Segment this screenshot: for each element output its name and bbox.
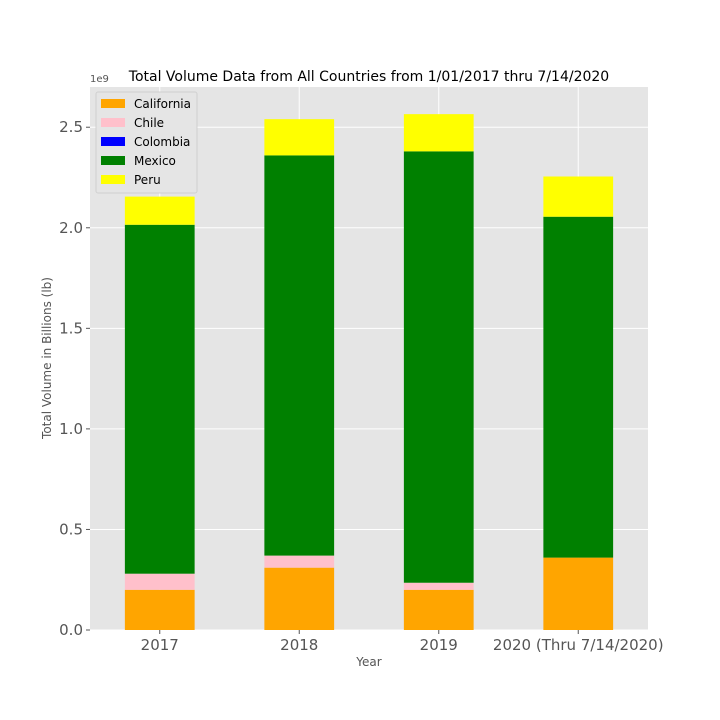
bar-peru-2 (403, 114, 474, 152)
y-tick-label: 0.5 (59, 520, 83, 538)
legend-label-mexico: Mexico (134, 154, 176, 168)
y-tick-label: 1.0 (59, 420, 83, 438)
bar-peru-3 (543, 176, 614, 217)
bar-chile-1 (264, 555, 335, 568)
bar-peru-0 (124, 196, 195, 225)
y-tick-label: 0.0 (59, 621, 83, 639)
bar-california-1 (264, 567, 335, 630)
legend: California Chile Colombia Mexico Peru (95, 91, 198, 194)
x-tick-label: 2017 (141, 636, 179, 654)
y-offset-label: 1e9 (90, 74, 109, 85)
bar-chile-2 (403, 582, 474, 590)
legend-swatch-california (101, 99, 125, 108)
bar-mexico-2 (403, 151, 474, 583)
x-tick-labels: 2017 2018 2019 2020 (Thru 7/14/2020) (141, 630, 664, 654)
y-tick-label: 2.0 (59, 219, 83, 237)
legend-label-peru: Peru (134, 173, 161, 187)
bar-mexico-3 (543, 216, 614, 558)
y-tick-label: 2.5 (59, 118, 83, 136)
x-axis-label: Year (355, 655, 381, 669)
legend-swatch-peru (101, 175, 125, 184)
bars (124, 114, 614, 630)
bar-california-2 (403, 589, 474, 630)
bar-mexico-0 (124, 224, 195, 574)
bar-california-0 (124, 589, 195, 630)
legend-label-colombia: Colombia (134, 135, 190, 149)
legend-swatch-colombia (101, 137, 125, 146)
legend-swatch-chile (101, 118, 125, 127)
chart-title: Total Volume Data from All Countries fro… (128, 69, 609, 85)
x-tick-label: 2018 (280, 636, 318, 654)
bar-chile-0 (124, 573, 195, 590)
legend-label-california: California (134, 97, 191, 111)
y-tick-label: 1.5 (59, 319, 83, 337)
x-tick-label: 2020 (Thru 7/14/2020) (493, 636, 664, 654)
y-tick-labels: 0.0 0.5 1.0 1.5 2.0 2.5 (59, 118, 90, 639)
legend-swatch-mexico (101, 156, 125, 165)
bar-california-3 (543, 557, 614, 630)
legend-label-chile: Chile (134, 116, 164, 130)
x-tick-label: 2019 (420, 636, 458, 654)
bar-mexico-1 (264, 155, 335, 556)
y-axis-label: Total Volume in Billions (lb) (40, 277, 54, 440)
bar-peru-1 (264, 119, 335, 156)
legend-box (95, 91, 198, 194)
